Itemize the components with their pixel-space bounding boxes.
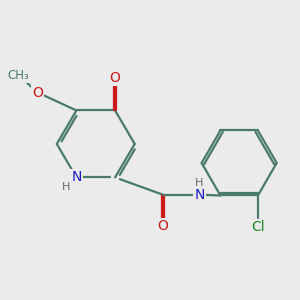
Text: H: H (195, 178, 203, 188)
Text: O: O (110, 70, 121, 85)
Text: CH₃: CH₃ (8, 69, 30, 82)
Text: O: O (32, 85, 43, 100)
Text: H: H (62, 182, 70, 192)
Text: N: N (194, 188, 205, 202)
Text: N: N (71, 170, 82, 184)
Text: Cl: Cl (251, 220, 265, 234)
Text: O: O (158, 220, 168, 233)
